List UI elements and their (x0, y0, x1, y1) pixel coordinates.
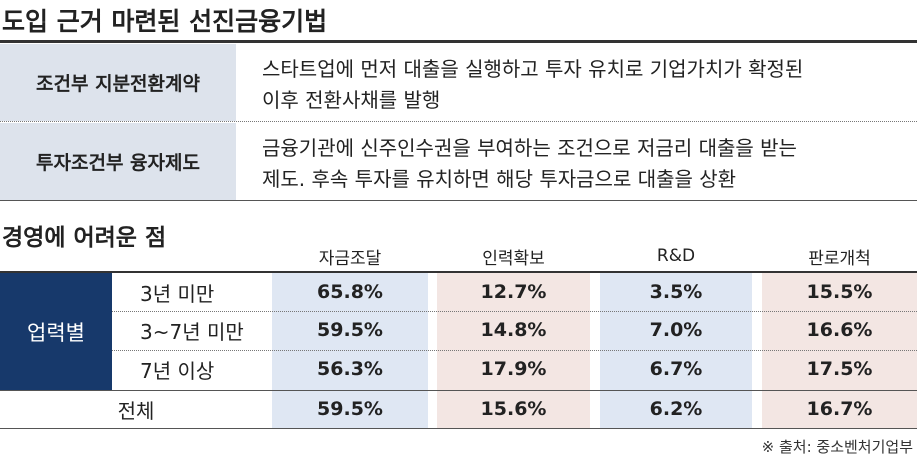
cell: 59.5% (317, 398, 383, 420)
rule (0, 271, 917, 273)
description-line: 제도. 후속 투자를 유치하면 해당 투자금으로 대출을 상환 (262, 167, 737, 191)
cell: 65.8% (317, 281, 383, 303)
cell: 6.7% (649, 358, 703, 380)
cell: 15.6% (480, 398, 547, 420)
cell: 16.7% (806, 398, 873, 420)
cell: 12.7% (480, 281, 547, 303)
table-title: 경영에 어려운 점 (2, 225, 167, 251)
cell: 56.3% (317, 358, 383, 380)
row-label: 3~7년 미만 (140, 319, 244, 344)
cell: 16.6% (806, 319, 873, 341)
rule (0, 200, 917, 201)
cell: 7.0% (649, 319, 703, 341)
description-line: 금융기관에 신주인수권을 부여하는 조건으로 저금리 대출을 받는 (262, 136, 797, 160)
cell: 17.9% (480, 358, 547, 380)
title: 도입 근거 마련된 선진금융기법 (2, 7, 328, 36)
source: ※ 출처: 중소벤처기업부 (761, 438, 913, 456)
row-label: 7년 이상 (140, 358, 215, 383)
separator (0, 390, 917, 391)
separator (112, 311, 917, 312)
column-header: 자금조달 (318, 248, 382, 269)
cell: 59.5% (317, 319, 383, 341)
column-header: 판로개척 (808, 248, 871, 269)
row-label: 전체 (117, 398, 155, 423)
rule (0, 428, 917, 429)
term-box: 투자조건부 융자제도 (0, 123, 236, 200)
description-line: 스타트업에 먼저 대출을 실행하고 투자 유치로 기업가치가 확정된 (262, 57, 804, 81)
separator (0, 121, 917, 122)
term-box: 조건부 지분전환계약 (0, 44, 236, 121)
column-header: 인력확보 (482, 248, 545, 269)
row-label: 3년 미만 (140, 281, 215, 306)
group-box: 업력별 (0, 273, 112, 390)
column-header: R&D (656, 246, 696, 266)
cell: 3.5% (649, 281, 703, 303)
rule (0, 40, 917, 43)
cell: 6.2% (649, 398, 703, 420)
cell: 14.8% (480, 319, 547, 341)
cell: 17.5% (806, 358, 873, 380)
cell: 15.5% (806, 281, 873, 303)
description-line: 이후 전환사채를 발행 (262, 88, 441, 112)
separator (112, 350, 917, 351)
